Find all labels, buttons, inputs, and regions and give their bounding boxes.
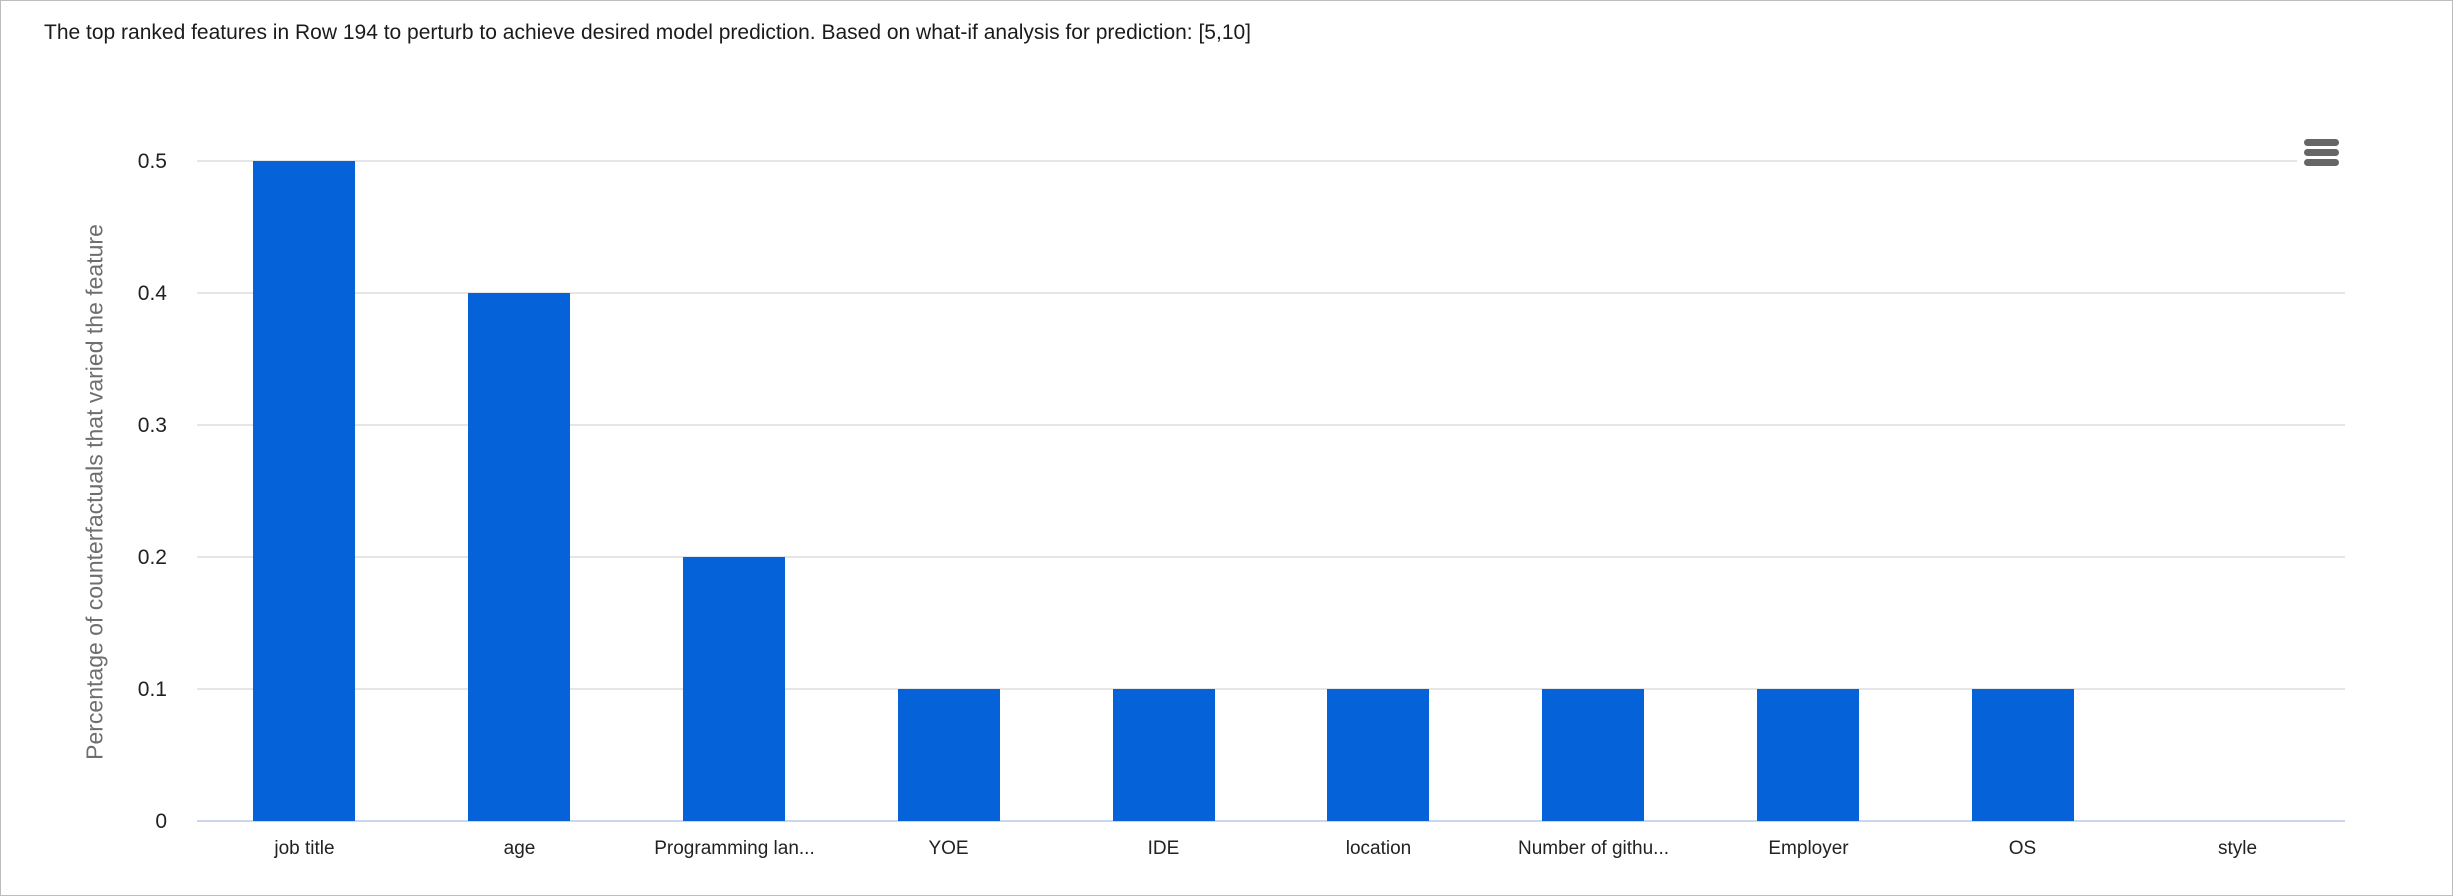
y-gridline-0.2	[197, 556, 2345, 558]
bar-number-of-githu[interactable]	[1542, 689, 1644, 821]
chart-title: The top ranked features in Row 194 to pe…	[44, 21, 1252, 44]
x-category-label-yoe: YOE	[928, 838, 969, 859]
y-gridline-0.4	[197, 292, 2345, 294]
y-tick-label-0.2: 0.2	[137, 546, 167, 569]
y-tick-label-0: 0	[155, 810, 167, 833]
bar-employer[interactable]	[1757, 689, 1859, 821]
bar-age[interactable]	[468, 293, 570, 821]
x-category-label-programming-lan: Programming lan...	[654, 838, 815, 859]
x-category-label-age: age	[503, 838, 536, 859]
x-category-label-number-of-githu: Number of githu...	[1517, 838, 1670, 859]
bar-os[interactable]	[1972, 689, 2074, 821]
y-gridline-0.5	[197, 160, 2345, 162]
y-tick-label-0.1: 0.1	[137, 678, 167, 701]
y-tick-label-0.5: 0.5	[137, 150, 167, 173]
x-category-label-os: OS	[2008, 838, 2037, 859]
bar-job-title[interactable]	[253, 161, 355, 821]
y-tick-label-0.4: 0.4	[137, 282, 167, 305]
bar-location[interactable]	[1327, 689, 1429, 821]
x-category-label-ide: IDE	[1147, 838, 1180, 859]
y-tick-label-0.3: 0.3	[137, 414, 167, 437]
chart-context-menu-button[interactable]	[2297, 131, 2347, 173]
bar-programming-lan[interactable]	[683, 557, 785, 821]
bar-yoe[interactable]	[898, 689, 1000, 821]
bar-ide[interactable]	[1113, 689, 1215, 821]
x-category-label-employer: Employer	[1768, 838, 1849, 859]
x-category-label-job-title: job title	[274, 838, 335, 859]
y-gridline-0.1	[197, 688, 2345, 690]
x-category-label-location: location	[1345, 838, 1412, 859]
x-category-label-style: style	[2217, 838, 2258, 859]
y-gridline-0.3	[197, 424, 2345, 426]
x-axis-line	[197, 820, 2345, 822]
